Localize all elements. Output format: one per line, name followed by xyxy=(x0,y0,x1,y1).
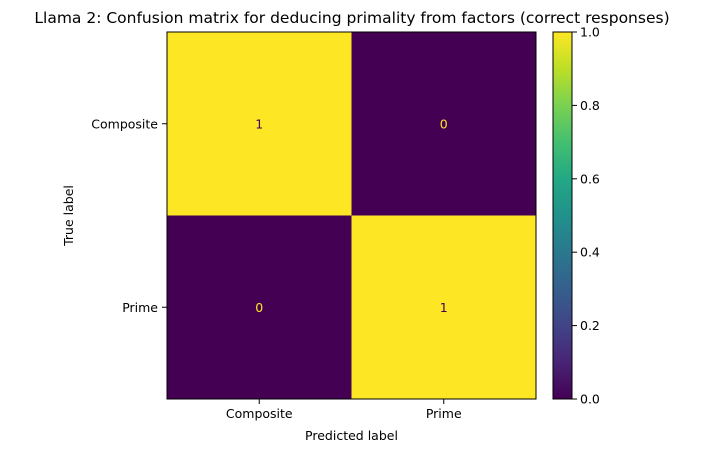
matrix-cell xyxy=(167,215,352,399)
colorbar-ticks: 0.0 0.2 0.4 0.6 0.8 1.0 xyxy=(572,25,600,407)
colorbar-tick-label: 0.4 xyxy=(580,245,600,260)
y-tick-label: Composite xyxy=(91,116,158,131)
colorbar-tick-label: 1.0 xyxy=(580,25,600,40)
x-axis-ticks: Composite Prime xyxy=(226,399,462,421)
matrix-cell xyxy=(351,215,536,399)
matrix-cell-label: 0 xyxy=(255,300,263,315)
y-tick-label: Prime xyxy=(122,300,158,315)
matrix-cell xyxy=(167,32,352,216)
colorbar-tick-label: 0.2 xyxy=(580,318,600,333)
y-axis-ticks: Composite Prime xyxy=(91,116,167,315)
chart-title: Llama 2: Confusion matrix for deducing p… xyxy=(34,9,669,27)
y-axis-label: True label xyxy=(61,185,76,247)
matrix-cell xyxy=(351,32,536,216)
plot-frame xyxy=(166,31,537,400)
x-tick-label: Prime xyxy=(426,406,462,421)
colorbar xyxy=(552,31,573,400)
x-tick-label: Composite xyxy=(226,406,293,421)
colorbar-tick-label: 0.0 xyxy=(580,392,600,407)
matrix-cells: 1 0 0 1 xyxy=(167,32,536,399)
matrix-cell-label: 1 xyxy=(255,116,263,131)
matrix-cell-label: 0 xyxy=(440,116,448,131)
colorbar-tick-label: 0.6 xyxy=(580,171,600,186)
x-axis-label: Predicted label xyxy=(305,428,398,443)
matrix-cell-label: 1 xyxy=(440,300,448,315)
colorbar-tick-label: 0.8 xyxy=(580,98,600,113)
